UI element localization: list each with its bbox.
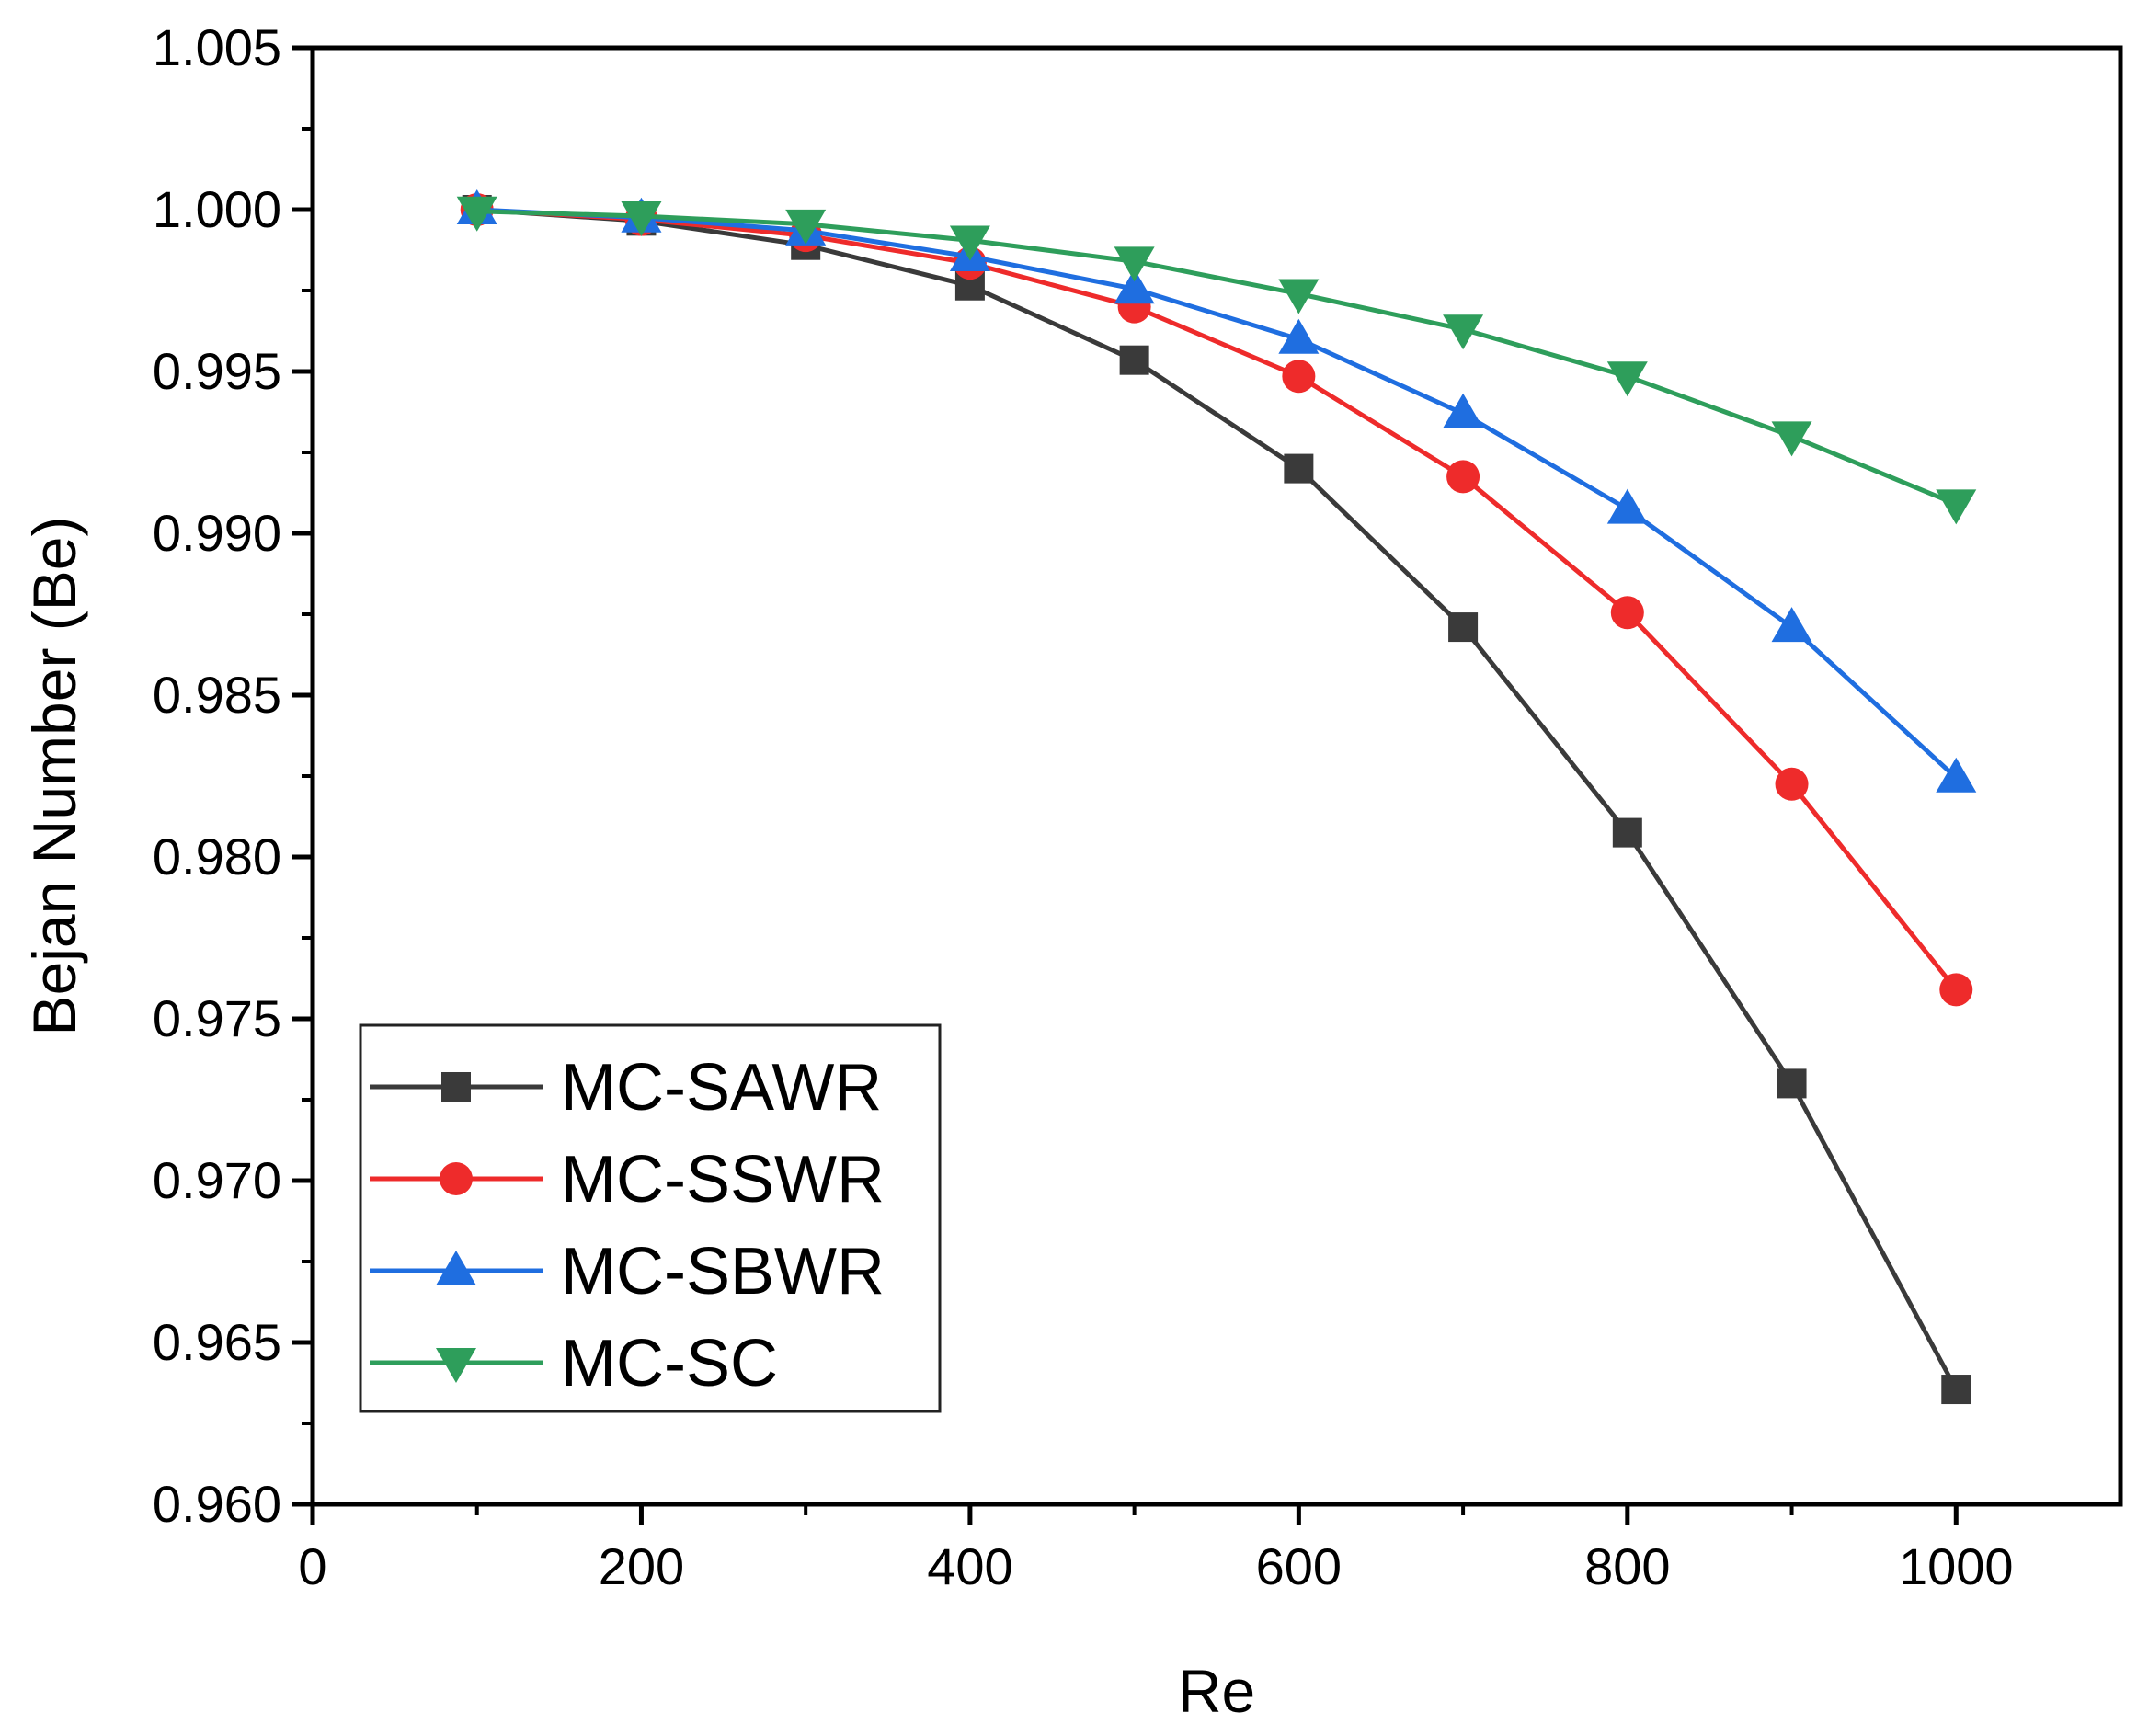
data-point <box>1443 393 1484 428</box>
data-point <box>1446 460 1480 494</box>
data-point <box>621 201 662 237</box>
y-tick-label: 0.965 <box>153 1313 281 1371</box>
y-tick-label: 0.990 <box>153 504 281 562</box>
axis-ticks: 0.960 0.965 0.970 0.975 0.980 0.985 0.990 0.995… <box>153 18 2014 1595</box>
data-point <box>1448 612 1479 643</box>
data-point <box>1771 421 1812 457</box>
data-point <box>1284 453 1314 484</box>
series-line <box>476 207 1959 991</box>
series-mc-sc <box>456 196 1977 525</box>
data-point <box>1443 314 1484 350</box>
data-point <box>785 209 827 245</box>
data-point <box>1119 345 1149 375</box>
x-tick-label: 600 <box>1256 1537 1342 1595</box>
data-point <box>1941 1375 1971 1405</box>
legend-marker <box>441 1072 471 1102</box>
data-point <box>456 196 497 232</box>
data-point <box>949 225 990 261</box>
data-point <box>1610 596 1644 630</box>
data-point <box>1278 279 1320 314</box>
x-tick-label: 1000 <box>1899 1537 2014 1595</box>
legend-label: MC-SAWR <box>561 1051 882 1125</box>
x-axis-title: Re <box>1178 1657 1255 1725</box>
legend-label: MC-SSWR <box>561 1143 885 1216</box>
legend-marker <box>436 1348 476 1383</box>
legend-label: MC-SC <box>561 1327 778 1400</box>
y-tick-label: 0.995 <box>153 342 281 400</box>
series-line <box>476 207 1958 780</box>
x-tick-label: 800 <box>1584 1537 1670 1595</box>
data-point <box>1612 817 1642 848</box>
data-point <box>1114 246 1155 282</box>
y-tick-label: 0.975 <box>153 989 281 1047</box>
data-point <box>1939 973 1973 1007</box>
series-mc-sbwr <box>456 189 1977 793</box>
y-tick-label: 0.960 <box>153 1475 281 1533</box>
series-line <box>476 209 1958 507</box>
legend-marker <box>436 1251 476 1285</box>
y-tick-label: 0.985 <box>153 666 281 724</box>
data-point <box>1936 757 1977 793</box>
legend: MC-SAWR MC-SSWR MC-SBWR MC-SC <box>359 1023 942 1413</box>
legend-label: MC-SBWR <box>561 1235 885 1308</box>
series-line <box>476 207 1959 1391</box>
x-tick-label: 400 <box>927 1537 1012 1595</box>
data-point <box>1771 607 1812 643</box>
plot-series <box>456 189 1977 1405</box>
y-tick-label: 1.000 <box>153 180 281 238</box>
data-point <box>1777 1068 1807 1099</box>
data-point <box>1606 361 1648 397</box>
data-point <box>1114 268 1155 304</box>
data-point <box>1775 767 1809 801</box>
legend-marker <box>440 1162 473 1195</box>
y-tick-label: 0.980 <box>153 828 281 885</box>
x-tick-label: 200 <box>599 1537 684 1595</box>
x-tick-label: 0 <box>298 1537 326 1595</box>
plot-frame <box>310 45 2123 1507</box>
y-tick-label: 1.005 <box>153 18 281 76</box>
y-axis-title: Bejan Number (Be) <box>20 517 88 1036</box>
data-point <box>1936 489 1977 525</box>
y-tick-label: 0.970 <box>153 1151 281 1209</box>
data-point <box>1278 318 1320 354</box>
data-point <box>1606 488 1648 524</box>
data-point <box>1282 360 1316 394</box>
